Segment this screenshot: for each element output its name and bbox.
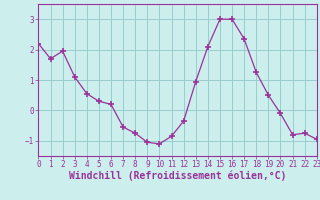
X-axis label: Windchill (Refroidissement éolien,°C): Windchill (Refroidissement éolien,°C)	[69, 171, 286, 181]
